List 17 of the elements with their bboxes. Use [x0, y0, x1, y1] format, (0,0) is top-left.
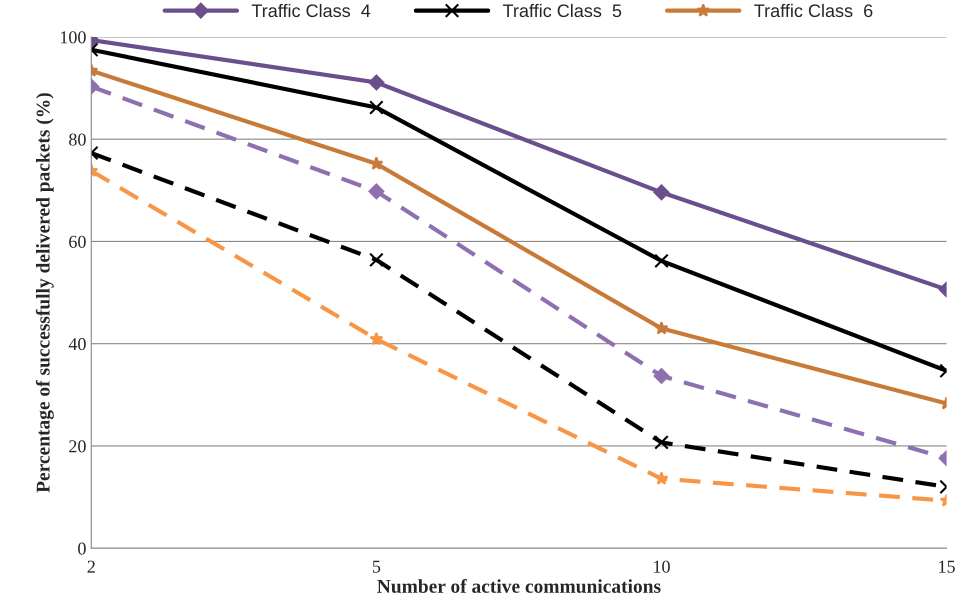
y-tick-label: 60 [69, 236, 86, 248]
x-tick-label: 10 [654, 560, 670, 573]
y-tick-label: 100 [60, 31, 86, 44]
y-tick-label: 20 [69, 440, 86, 452]
x-tick-label: 2 [88, 560, 95, 573]
y-axis-title: Percentage of successfully delivered packets (%) [36, 93, 54, 493]
y-tick-label: 40 [68, 338, 86, 350]
point [368, 74, 384, 90]
legend-label: Traffic Class 6 [754, 4, 872, 18]
x-tick-label: 15 [939, 560, 955, 573]
x-tick-label: 5 [372, 560, 380, 573]
y-tick-label: 0 [78, 542, 86, 555]
point [654, 184, 670, 200]
y-tick-label: 80 [69, 133, 86, 146]
legend-label: Traffic Class 4 [252, 4, 370, 18]
x-axis-title: Number of active communications [377, 579, 661, 593]
legend-label: Traffic Class 5 [502, 4, 622, 18]
